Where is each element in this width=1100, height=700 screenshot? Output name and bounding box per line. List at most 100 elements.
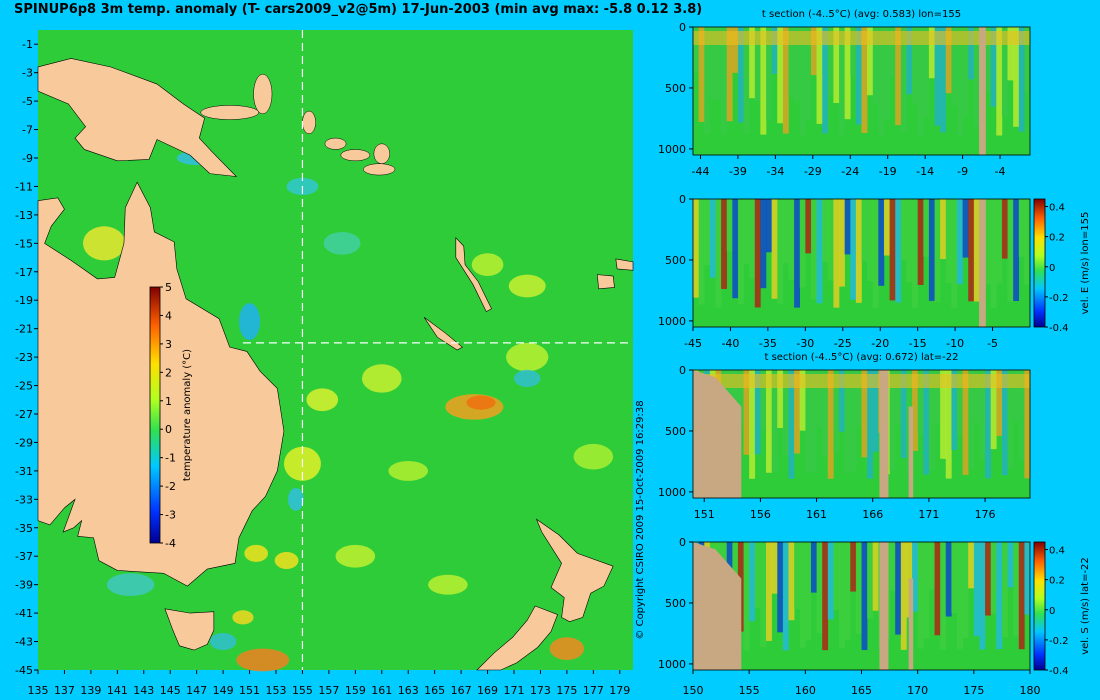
section-x-tick-label: 171 xyxy=(918,508,939,521)
section-streak xyxy=(794,27,801,103)
section-streak xyxy=(721,27,727,135)
map-x-tick-label: 147 xyxy=(186,684,207,697)
section-streak xyxy=(771,27,778,74)
section-streak xyxy=(850,542,857,592)
section-streak xyxy=(912,199,918,308)
map-y-tick-label: -45 xyxy=(15,664,33,677)
section-streak xyxy=(799,199,806,288)
map-y-tick-label: -3 xyxy=(22,67,33,80)
section-streak xyxy=(855,27,862,125)
section-streak xyxy=(973,370,980,423)
anomaly-blob xyxy=(428,574,468,595)
map-x-tick-label: 169 xyxy=(477,684,498,697)
section-streak xyxy=(816,370,823,427)
section-streak xyxy=(833,27,840,103)
map-y-tick-label: -41 xyxy=(15,607,33,620)
section-streak xyxy=(844,27,851,120)
section-streak xyxy=(810,542,817,593)
section-streak xyxy=(788,27,795,98)
section-colorbar-label: vel. S (m/s) lat=-22 xyxy=(1080,557,1091,655)
map-x-tick-label: 175 xyxy=(556,684,577,697)
section-panel-1: t section (-4..5°C) (avg: 0.583) lon=155… xyxy=(658,9,1031,178)
main-title: SPINUP6p8 3m temp. anomaly (T- cars2009_… xyxy=(14,2,703,17)
section-streak xyxy=(906,27,913,95)
section-panel-4: 150 155 160 165 170 175 180 0 500 1000 0.4 0.2 0 -0.2… xyxy=(658,536,1091,697)
section-streak xyxy=(771,370,778,473)
section-streak xyxy=(973,199,980,302)
map-y-tick-label: -7 xyxy=(22,124,33,137)
section-streak xyxy=(760,542,767,648)
section-streak xyxy=(923,199,930,257)
section-streak xyxy=(968,370,975,470)
map-colorbar-tick-label: 2 xyxy=(165,366,172,379)
island-land xyxy=(200,105,260,120)
section-streak xyxy=(737,199,744,305)
section-streak xyxy=(754,370,761,455)
section-title: t section (-4..5°C) (avg: 0.583) lon=155 xyxy=(762,9,961,20)
section-streak xyxy=(912,370,918,451)
section-streak xyxy=(777,370,784,429)
section-surface-layer xyxy=(693,374,1030,388)
section-streak xyxy=(704,199,711,266)
section-streak xyxy=(760,199,767,289)
section-x-tick-label: 175 xyxy=(963,684,984,697)
section-streak xyxy=(754,27,761,102)
section-streak xyxy=(799,27,806,135)
section-streak xyxy=(782,27,789,134)
section-streak xyxy=(777,542,784,633)
map-y-tick-label: -35 xyxy=(15,522,33,535)
section-streak xyxy=(1007,542,1014,588)
section-streak xyxy=(962,370,969,475)
section-streak xyxy=(895,27,902,126)
section-streak xyxy=(951,27,958,106)
vanuatu-land xyxy=(455,236,492,313)
map-y-tick-label: -5 xyxy=(22,95,33,108)
section-x-tick-label: 170 xyxy=(907,684,928,697)
section-streak xyxy=(760,27,767,135)
section-streak xyxy=(794,370,801,454)
section-land-mask xyxy=(979,27,986,155)
section-streak xyxy=(917,199,924,285)
map-y-tick-label: -29 xyxy=(15,436,33,449)
section-streak xyxy=(867,542,874,619)
map-colorbar-tick-label: -4 xyxy=(165,537,176,550)
section-streak xyxy=(928,199,935,301)
section-streak xyxy=(985,199,991,284)
section-streak xyxy=(1007,27,1014,81)
fiji-land xyxy=(615,258,634,271)
fiji-land xyxy=(596,274,615,290)
section-streak xyxy=(1024,542,1031,615)
section-x-tick-label: -5 xyxy=(987,337,998,350)
section-y-tick-label: 500 xyxy=(665,82,686,95)
section-streak xyxy=(979,370,986,460)
map-y-tick-label: -33 xyxy=(15,493,33,506)
section-streak xyxy=(788,370,795,479)
section-streak xyxy=(895,199,902,303)
map-x-tick-label: 155 xyxy=(292,684,313,697)
section-colorbar-tick-label: -0.2 xyxy=(1049,636,1069,647)
map-x-tick-label: 161 xyxy=(371,684,392,697)
section-streak xyxy=(1018,370,1025,461)
section-streak xyxy=(900,27,907,133)
section-streak xyxy=(1024,199,1031,285)
australia-land xyxy=(37,181,285,587)
map-x-tick-label: 163 xyxy=(398,684,419,697)
map-colorbar-tick-label: 5 xyxy=(165,281,172,294)
section-x-tick-label: 166 xyxy=(862,508,883,521)
section-y-tick-label: 1000 xyxy=(658,143,686,156)
section-x-tick-label: -30 xyxy=(796,337,814,350)
section-panel-3: t section (-4..5°C) (avg: 0.672) lat=-22… xyxy=(658,352,1031,521)
section-streak xyxy=(945,542,952,617)
map-y-tick-label: -43 xyxy=(15,636,33,649)
section-streak xyxy=(951,542,958,613)
section-streak xyxy=(749,199,756,279)
anomaly-blob xyxy=(232,610,254,625)
map-y-tick-label: -25 xyxy=(15,380,33,393)
anomaly-blob xyxy=(471,253,504,277)
map-x-tick-label: 177 xyxy=(583,684,604,697)
island-land xyxy=(302,110,316,135)
map-x-tick-label: 149 xyxy=(213,684,234,697)
section-streak xyxy=(726,199,733,252)
section-streak xyxy=(956,370,963,435)
section-x-tick-label: -10 xyxy=(946,337,964,350)
